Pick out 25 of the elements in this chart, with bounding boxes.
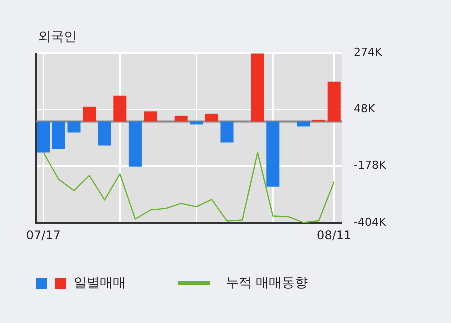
bar	[144, 112, 158, 122]
bar	[220, 122, 234, 143]
chart-title: 외국인	[38, 29, 77, 46]
bar	[68, 122, 81, 133]
y-tick-label: -404K	[354, 216, 387, 229]
bar	[174, 116, 188, 122]
x-tick-label: 08/11	[317, 228, 352, 242]
x-tick-label: 07/17	[26, 228, 61, 242]
y-tick-label: -178K	[354, 159, 387, 172]
bar	[190, 122, 204, 125]
bar	[328, 82, 341, 122]
y-tick-label: 274K	[354, 46, 383, 59]
legend-label: 일별매매	[74, 275, 126, 292]
bar	[297, 122, 310, 127]
bar	[251, 54, 264, 122]
legend-label: 누적 매매동향	[226, 275, 308, 292]
bar	[266, 122, 280, 187]
bar	[52, 122, 66, 150]
bar	[114, 96, 127, 122]
bar	[83, 106, 96, 122]
bar	[98, 122, 112, 146]
y-tick-label: 48K	[354, 102, 376, 116]
bar	[37, 122, 50, 153]
bar	[205, 114, 218, 122]
bar	[128, 122, 142, 167]
